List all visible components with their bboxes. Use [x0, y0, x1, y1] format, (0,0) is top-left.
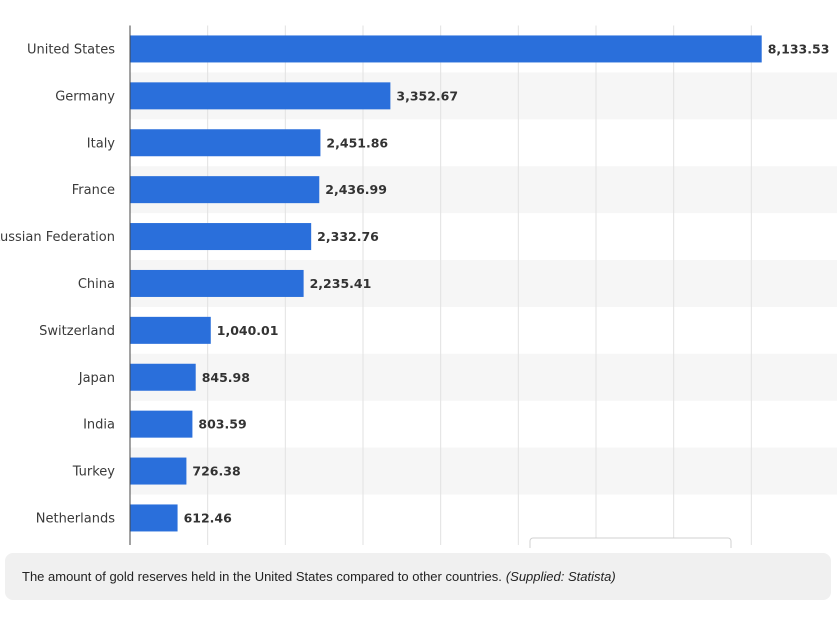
bar	[130, 363, 196, 391]
bar	[130, 269, 304, 297]
y-tick-label: United States	[27, 42, 115, 57]
y-tick-label: India	[83, 418, 115, 433]
y-tick-label: Italy	[87, 136, 116, 151]
bar	[130, 504, 178, 532]
bar	[130, 410, 193, 438]
row-band	[130, 353, 837, 401]
legend-box	[529, 537, 732, 548]
value-label: 2,235.41	[310, 276, 372, 291]
y-tick-label: Netherlands	[36, 511, 115, 526]
caption-source: (Supplied: Statista)	[505, 569, 616, 584]
value-label: 726.38	[192, 464, 240, 479]
y-tick-label: Japan	[78, 371, 115, 386]
bar	[130, 223, 312, 251]
y-tick-label: Turkey	[72, 465, 116, 480]
value-label: 803.59	[198, 417, 246, 432]
caption: The amount of gold reserves held in the …	[5, 553, 831, 600]
bar	[130, 129, 321, 157]
bar	[130, 316, 211, 344]
bar	[130, 82, 391, 110]
y-tick-label: Germany	[55, 89, 115, 104]
chart: United States 8,133.53 Germany 3,352.67 Ital…	[0, 25, 837, 548]
caption-text: The amount of gold reserves held in the …	[22, 569, 502, 584]
bar	[130, 35, 762, 63]
value-label: 3,352.67	[396, 88, 458, 103]
value-label: 845.98	[202, 370, 250, 385]
value-label: 2,436.99	[325, 182, 387, 197]
value-label: 8,133.53	[768, 41, 830, 56]
value-label: 612.46	[184, 510, 233, 525]
value-label: 2,451.86	[326, 135, 388, 150]
y-tick-label: Russian Federation	[0, 230, 115, 245]
y-tick-label: France	[72, 183, 115, 198]
y-tick-label: China	[78, 277, 115, 292]
bar	[130, 457, 187, 485]
value-label: 1,040.01	[217, 323, 279, 338]
value-label: 2,332.76	[317, 229, 379, 244]
y-tick-label: Switzerland	[39, 324, 115, 339]
row-band	[130, 447, 837, 495]
bar	[130, 176, 320, 204]
